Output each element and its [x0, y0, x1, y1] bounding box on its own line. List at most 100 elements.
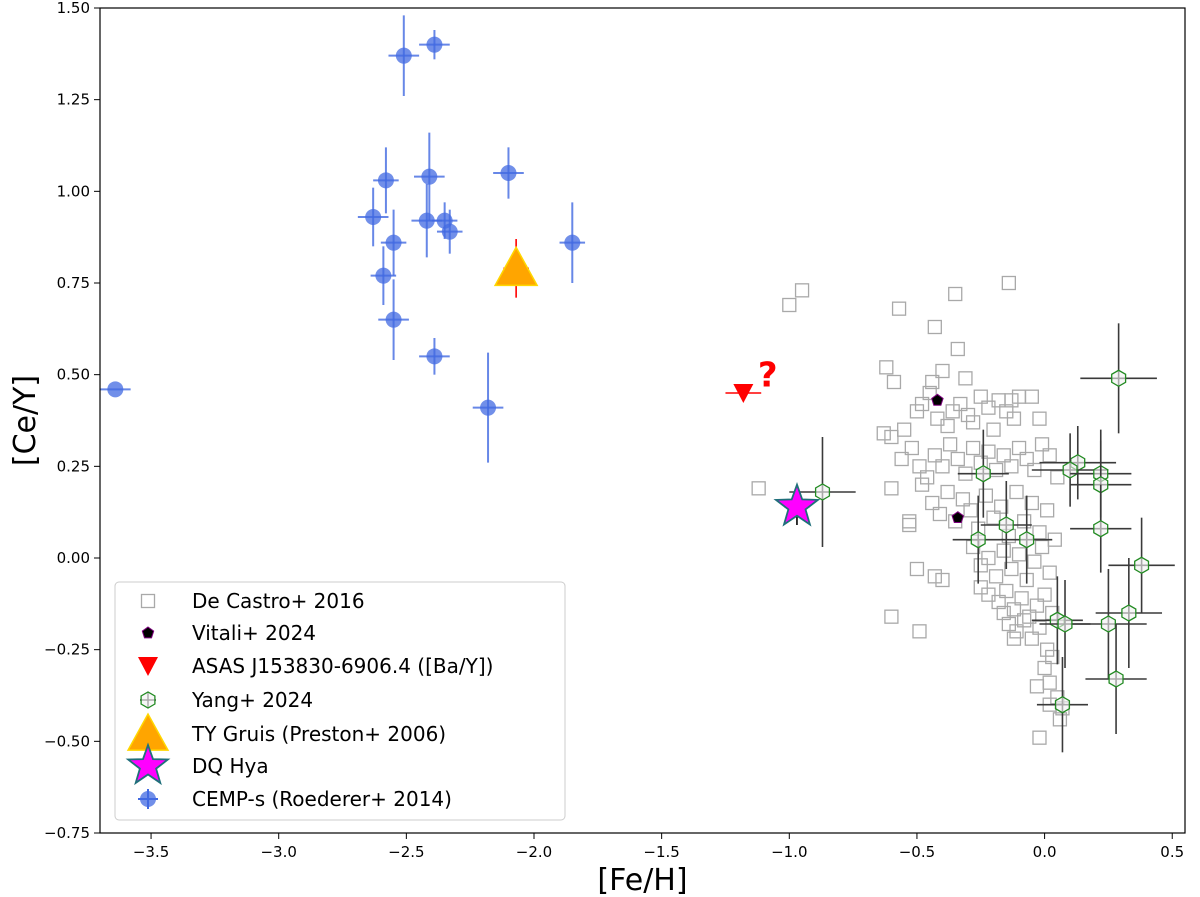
data-point — [932, 394, 943, 405]
data-point — [1109, 671, 1123, 687]
data-point — [979, 489, 992, 502]
data-point — [426, 348, 442, 364]
data-point — [386, 312, 402, 328]
legend: De Castro+ 2016 Vitali+ 2024 ASAS J153830-… — [115, 582, 565, 820]
x-axis-label: [Fe/H] — [597, 863, 687, 897]
legend-label: TY Gruis (Preston+ 2006) — [191, 722, 446, 746]
data-point — [880, 361, 893, 374]
data-point — [944, 438, 957, 451]
scatter-chart: −3.5 −3.0 −2.5 −2.0 −1.5 −1.0 −0.5 0.0 0.5−0.75−… — [0, 0, 1200, 897]
legend-box — [115, 582, 565, 820]
legend-marker — [141, 692, 155, 708]
data-point — [910, 563, 923, 576]
data-point — [796, 284, 809, 297]
data-point — [893, 302, 906, 315]
x-tick-label: −3.5 — [133, 843, 169, 861]
data-point — [564, 235, 580, 251]
data-point — [887, 376, 900, 389]
series-ty-gruis-preston-2006 — [495, 239, 537, 298]
data-point — [1033, 731, 1046, 744]
data-point — [941, 420, 954, 433]
data-point — [1033, 412, 1046, 425]
data-point — [442, 224, 458, 240]
data-point — [1036, 541, 1049, 554]
data-point — [936, 574, 949, 587]
data-point — [976, 466, 990, 482]
series-dq-hya — [776, 485, 818, 525]
data-point — [928, 570, 941, 583]
y-tick-label: −0.25 — [44, 641, 90, 659]
legend-marker — [140, 791, 156, 807]
legend-label: DQ Hya — [192, 754, 269, 778]
data-point — [378, 172, 394, 188]
data-point — [885, 431, 898, 444]
data-point — [982, 552, 995, 565]
data-point — [1020, 532, 1034, 548]
data-point — [421, 169, 437, 185]
data-point — [971, 532, 985, 548]
data-point — [913, 625, 926, 638]
legend-entry: ASAS J153830-6906.4 ([Ba/Y]) — [138, 654, 493, 678]
y-tick-label: 0.75 — [57, 274, 90, 292]
series-yang-2024 — [789, 323, 1174, 752]
data-point — [946, 405, 959, 418]
data-point — [967, 442, 980, 455]
x-tick-label: −1.5 — [643, 843, 679, 861]
data-point — [916, 478, 929, 491]
x-tick-label: −2.0 — [516, 843, 552, 861]
x-tick-label: −2.5 — [388, 843, 424, 861]
y-tick-label: −0.50 — [44, 732, 90, 750]
x-tick-label: 0.0 — [1033, 843, 1057, 861]
y-tick-label: 1.00 — [57, 182, 90, 200]
data-point — [426, 37, 442, 53]
data-point — [990, 570, 1003, 583]
data-point — [107, 381, 123, 397]
data-point — [999, 517, 1013, 533]
data-point — [903, 515, 916, 528]
data-point — [967, 416, 980, 429]
data-point — [1102, 616, 1116, 632]
data-point — [1094, 521, 1108, 537]
data-point — [898, 423, 911, 436]
data-point — [365, 209, 381, 225]
x-tick-label: −1.0 — [771, 843, 807, 861]
legend-label: Yang+ 2024 — [191, 688, 313, 712]
y-tick-label: −0.75 — [44, 824, 90, 842]
data-point — [396, 48, 412, 64]
data-point — [1025, 390, 1038, 403]
data-point — [1058, 616, 1072, 632]
y-tick-label: 0.00 — [57, 549, 90, 567]
data-point — [1010, 486, 1023, 499]
data-point — [1033, 526, 1046, 539]
x-tick-label: −0.5 — [899, 843, 935, 861]
data-point — [495, 247, 537, 285]
data-point — [386, 235, 402, 251]
data-point — [1013, 390, 1026, 403]
data-point — [997, 544, 1010, 557]
data-point — [959, 372, 972, 385]
data-point — [1063, 462, 1077, 478]
data-point — [974, 581, 987, 594]
x-tick-label: −3.0 — [260, 843, 296, 861]
data-point — [910, 405, 923, 418]
legend-label: ASAS J153830-6906.4 ([Ba/Y]) — [192, 654, 493, 678]
data-point — [903, 519, 916, 532]
data-point — [1051, 471, 1064, 484]
data-point — [816, 484, 830, 500]
data-point — [1041, 643, 1054, 656]
data-point — [951, 453, 964, 466]
series-asas-j153830-6906-4-ba-y — [725, 384, 761, 403]
y-tick-label: 1.50 — [57, 0, 90, 17]
data-point — [1028, 555, 1041, 568]
data-point — [1002, 277, 1015, 290]
legend-label: CEMP-s (Roederer+ 2014) — [192, 787, 452, 811]
data-point — [885, 610, 898, 623]
data-point — [987, 423, 1000, 436]
data-point — [375, 268, 391, 284]
data-point — [1056, 697, 1070, 713]
data-point — [1030, 680, 1043, 693]
legend-label: Vitali+ 2024 — [192, 621, 316, 645]
legend-label: De Castro+ 2016 — [192, 589, 365, 613]
data-point — [949, 288, 962, 301]
data-point — [1041, 504, 1054, 517]
